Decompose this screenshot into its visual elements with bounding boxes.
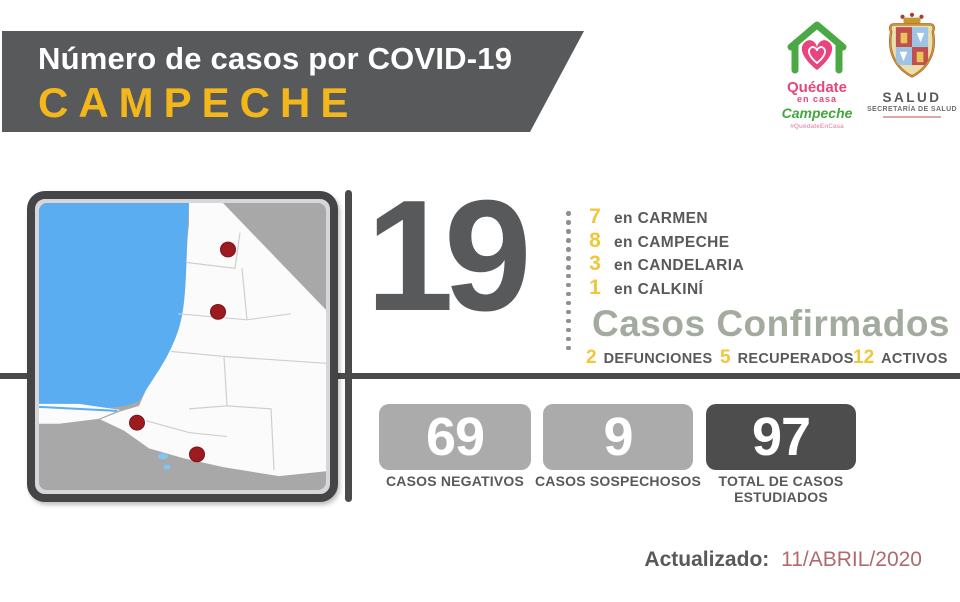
- house-heart-icon: [784, 21, 850, 78]
- map-svg: [39, 203, 326, 490]
- hashtag: #QuédateEnCasa: [790, 122, 844, 130]
- suspect-cases-box: 9: [543, 404, 693, 470]
- negative-cases-box: 69: [379, 404, 531, 470]
- salud-fineprint-line: [883, 116, 941, 118]
- case-dot-campeche: [210, 303, 226, 320]
- vertical-bar: [345, 190, 352, 502]
- salud-title: SALUD: [882, 90, 942, 105]
- page-title: Número de casos por COVID-19: [38, 41, 513, 76]
- count: 7: [589, 205, 601, 228]
- suspect-cases-label: CASOS SOSPECHOSOS: [535, 473, 701, 489]
- state-name: CAMPECHE: [38, 79, 359, 126]
- breakdown-row-carmen: 7 en CARMEN: [584, 205, 744, 229]
- dotted-separator: [566, 211, 571, 351]
- total-studied-label: TOTAL DE CASOS ESTUDIADOS: [718, 473, 844, 505]
- count: 1: [589, 275, 601, 299]
- stat-activos: 12 ACTIVOS: [853, 347, 948, 369]
- value: 97: [751, 407, 811, 467]
- value: 9: [603, 407, 633, 467]
- encasa-word: en casa: [796, 94, 838, 104]
- breakdown-row-calkini: 1 en CALKINÍ: [584, 276, 744, 300]
- campeche-script: Campeche: [781, 104, 853, 121]
- label: en CARMEN: [614, 210, 709, 227]
- label: en CANDELARIA: [614, 257, 745, 274]
- case-dot-candelaria: [189, 446, 205, 463]
- stat-recuperados: 5 RECUPERADOS: [720, 347, 854, 369]
- negative-cases-label: CASOS NEGATIVOS: [385, 473, 525, 489]
- header-banner: Número de casos por COVID-19 CAMPECHE: [2, 31, 584, 132]
- count: 3: [589, 252, 601, 275]
- salud-subtitle: SECRETARÍA DE SALUD: [866, 106, 958, 113]
- label: RECUPERADOS: [737, 351, 854, 367]
- quedate-en-casa-logo: Quédate en casa Campeche #QuédateEnCasa: [771, 20, 863, 130]
- updated-label: Actualizado:: [644, 548, 770, 571]
- quedate-word: Quédate: [786, 79, 847, 96]
- horizontal-rule: [0, 373, 960, 379]
- salud-logo: SALUD SECRETARÍA DE SALUD: [866, 12, 958, 118]
- label: en CALKINÍ: [614, 280, 704, 298]
- label: en CAMPECHE: [614, 233, 730, 251]
- label: DEFUNCIONES: [603, 351, 713, 367]
- count: 8: [589, 228, 601, 252]
- municipality-breakdown: 7 en CARMEN 8 en CAMPECHE 3 en CANDELARI…: [584, 205, 744, 299]
- updated-date: 11/ABRIL/2020: [781, 548, 922, 571]
- count: 5: [720, 347, 731, 368]
- case-dot-carmen: [129, 414, 145, 431]
- count: 2: [586, 347, 597, 368]
- count: 12: [853, 347, 875, 368]
- campeche-map: [27, 191, 338, 502]
- breakdown-row-candelaria: 3 en CANDELARIA: [584, 252, 744, 276]
- updated-footer: Actualizado: 11/ABRIL/2020: [644, 548, 922, 572]
- confirmed-total: 19: [366, 168, 532, 344]
- label: ACTIVOS: [881, 351, 948, 367]
- stat-defunciones: 2 DEFUNCIONES: [586, 347, 712, 369]
- confirmed-title: Casos Confirmados: [592, 303, 951, 344]
- coat-of-arms-icon: [881, 12, 943, 88]
- case-dot-calkini: [220, 241, 236, 258]
- value: 69: [425, 407, 485, 467]
- breakdown-row-campeche: 8 en CAMPECHE: [584, 229, 744, 253]
- total-studied-box: 97: [706, 404, 856, 470]
